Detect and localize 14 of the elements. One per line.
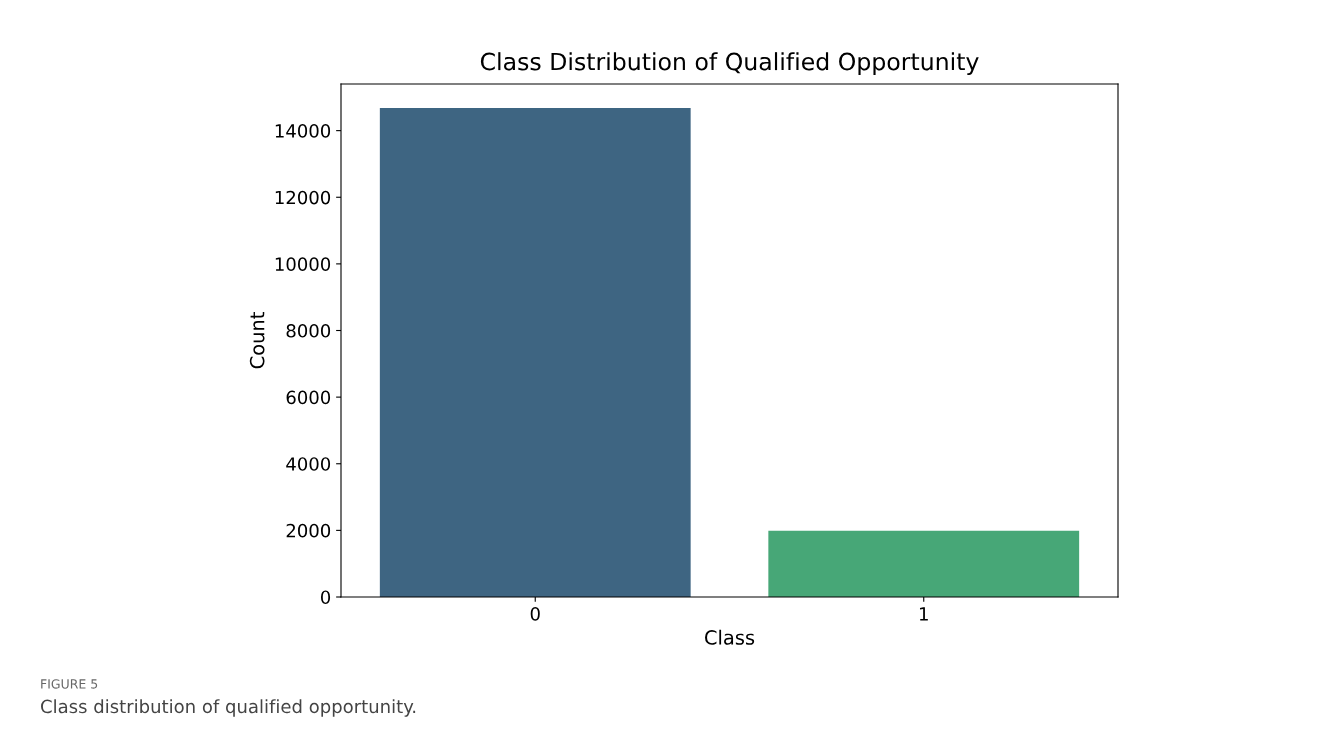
chart-title: Class Distribution of Qualified Opportunity — [480, 52, 979, 76]
text: Class distribution of qualified opportunity. — [41, 699, 416, 717]
y-tick-label: 6000 — [286, 390, 331, 405]
y-tick-label: 2000 — [286, 523, 331, 538]
y-tick-label: 4000 — [286, 457, 331, 471]
y-tick-label: 0 — [320, 590, 331, 605]
x-axis-title: Class — [705, 629, 755, 645]
x-tick-label: 1 — [919, 607, 928, 621]
y-tick-label: 10000 — [275, 257, 331, 271]
y-tick-label: 8000 — [286, 323, 331, 338]
y-tick-label: 12000 — [275, 190, 331, 205]
y-tick-label: 14000 — [275, 124, 331, 138]
y-axis-title: Count — [249, 312, 265, 369]
caption: FIGURE 5 — [41, 679, 98, 689]
